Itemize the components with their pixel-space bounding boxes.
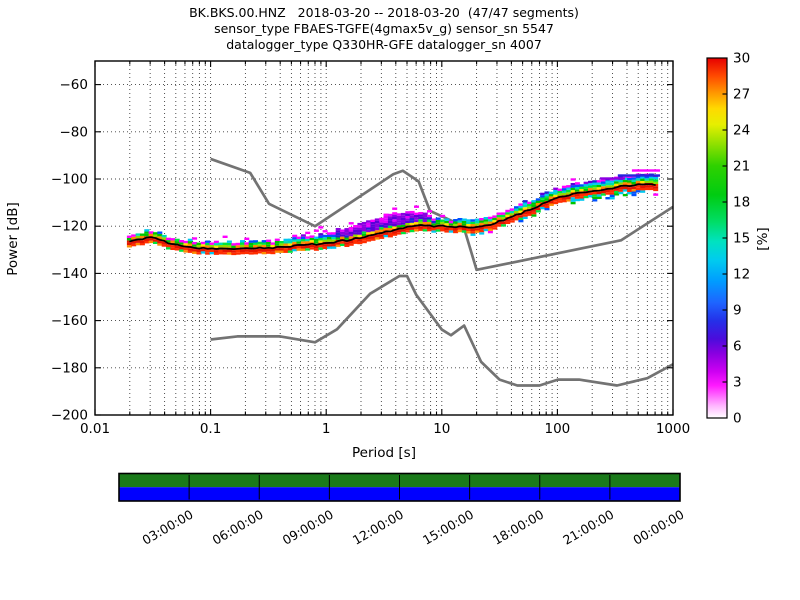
svg-text:15:00:00: 15:00:00 [420, 507, 476, 548]
psd-mode-line [129, 183, 656, 250]
nhnm-line [210, 157, 674, 272]
svg-text:−180: −180 [51, 360, 88, 376]
svg-text:3: 3 [733, 375, 742, 391]
timeline-tick-labels: 03:00:00 06:00:00 09:00:00 12:00:00 15:00:00… [140, 507, 687, 548]
svg-text:10: 10 [433, 421, 450, 437]
plot-frame [94, 60, 674, 416]
svg-text:03:00:00: 03:00:00 [140, 507, 196, 548]
svg-text:0.01: 0.01 [80, 421, 110, 437]
figure-title-sensor: sensor_type FBAES-TGFE(4gmax5v_g) sensor… [214, 21, 554, 36]
svg-text:24: 24 [733, 123, 750, 139]
svg-text:−160: −160 [51, 313, 88, 329]
x-axis-label: Period [s] [352, 445, 416, 461]
svg-text:18:00:00: 18:00:00 [490, 507, 546, 548]
svg-text:12:00:00: 12:00:00 [350, 507, 406, 548]
colorbar: 0 3 6 9 12 15 18 21 24 27 30 [706, 51, 750, 427]
svg-text:−120: −120 [51, 219, 88, 235]
nlnm-line [210, 274, 674, 387]
svg-text:30: 30 [733, 51, 750, 67]
svg-text:6: 6 [733, 339, 742, 355]
svg-text:21:00:00: 21:00:00 [560, 507, 616, 548]
psd-outlier-run [617, 174, 660, 177]
svg-text:−140: −140 [51, 266, 88, 282]
svg-text:0.1: 0.1 [200, 421, 221, 437]
svg-text:9: 9 [733, 303, 742, 319]
y-axis-label: Power [dB] [5, 202, 21, 276]
psd-histogram [126, 169, 660, 256]
x-tick-labels: 0.01 0.1 1 10 100 1000 [80, 421, 690, 437]
svg-text:15: 15 [733, 231, 750, 247]
svg-text:−60: −60 [60, 77, 89, 93]
svg-text:06:00:00: 06:00:00 [210, 507, 266, 548]
psd-outlier-run [599, 177, 625, 180]
svg-text:−100: −100 [51, 172, 88, 188]
y-tick-labels: −60 −80 −100 −120 −140 −160 −180 −200 [51, 77, 88, 423]
svg-text:−80: −80 [60, 124, 89, 140]
svg-text:1000: 1000 [656, 421, 690, 437]
svg-text:12: 12 [733, 267, 750, 283]
figure-title-datalogger: datalogger_type Q330HR-GFE datalogger_sn… [226, 37, 542, 52]
timeline-bar [118, 472, 681, 502]
svg-text:00:00:00: 00:00:00 [630, 507, 686, 548]
svg-text:18: 18 [733, 195, 750, 211]
svg-text:1: 1 [322, 421, 331, 437]
colorbar-label: [%] [755, 227, 771, 251]
svg-text:09:00:00: 09:00:00 [280, 507, 336, 548]
figure-title-station: BK.BKS.00.HNZ 2018-03-20 -- 2018-03-20 (… [189, 5, 579, 20]
svg-text:21: 21 [733, 159, 750, 175]
svg-text:−200: −200 [51, 408, 88, 424]
psd-outlier-run [631, 169, 660, 172]
svg-text:0: 0 [733, 411, 742, 427]
svg-text:100: 100 [545, 421, 571, 437]
svg-text:27: 27 [733, 87, 750, 103]
noise-model-lines [210, 157, 674, 387]
